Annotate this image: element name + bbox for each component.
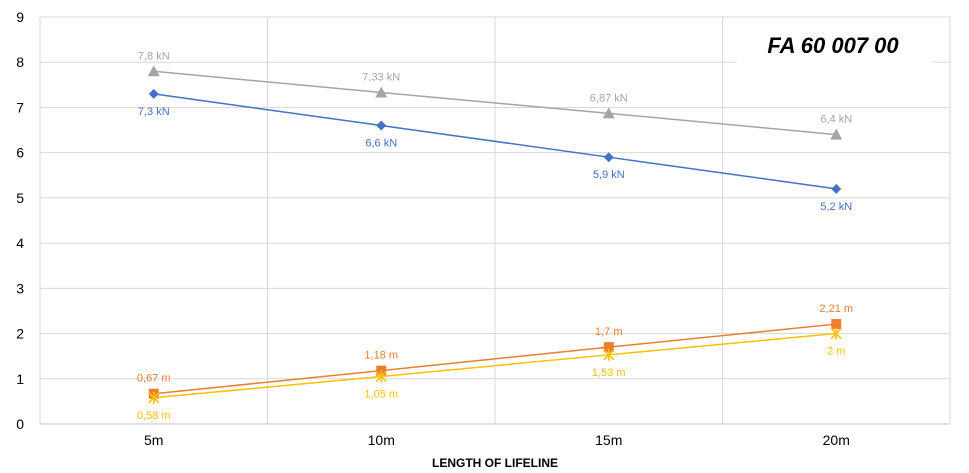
x-axis-title: LENGTH OF LIFELINE [432, 456, 558, 470]
y-tick-label: 3 [16, 280, 24, 296]
y-tick-label: 8 [16, 54, 24, 70]
data-point [375, 86, 388, 98]
data-label: 5,9 kN [593, 169, 625, 181]
data-label: 0,67 m [137, 373, 171, 385]
data-point [148, 391, 160, 404]
data-point [831, 319, 842, 330]
data-label: 7,33 kN [362, 72, 400, 84]
data-label: 6,6 kN [365, 138, 397, 150]
series-line [153, 332, 837, 399]
data-label: 2 m [827, 346, 845, 358]
data-label: 1,53 m [592, 367, 626, 379]
x-tick-label: 15m [595, 432, 622, 448]
series-line [153, 70, 837, 136]
y-tick-label: 4 [16, 235, 24, 251]
y-tick-label: 0 [16, 416, 24, 432]
series-line [153, 93, 837, 190]
axes: 0 1 2 3 4 5 6 7 8 9 5m 10m 15m 20m [16, 9, 950, 448]
data-label: 1,18 m [364, 350, 398, 362]
y-tick-label: 7 [16, 99, 24, 115]
x-tick-label: 20m [823, 432, 850, 448]
gridlines [39, 16, 951, 424]
data-point [376, 120, 387, 131]
data-label: 6,87 kN [590, 92, 628, 104]
chart-title: FA 60 007 00 [767, 33, 899, 58]
data-label: 7,8 kN [138, 50, 170, 62]
data-label: 1,7 m [595, 326, 623, 338]
data-point [375, 370, 387, 383]
series-lines [147, 65, 843, 404]
x-tick-label: 10m [368, 432, 395, 448]
data-label: 7,3 kN [138, 106, 170, 118]
chart-title-box: FA 60 007 00 [737, 20, 933, 66]
data-labels: 7,8 kN 7,33 kN 6,87 kN 6,4 kN 7,3 kN 6,6 kN 5,… [137, 50, 853, 422]
data-point [603, 348, 615, 361]
series-line [153, 323, 837, 395]
data-label: 1,05 m [364, 389, 398, 401]
data-label: 6,4 kN [820, 114, 852, 126]
y-tick-label: 9 [16, 9, 24, 25]
data-point [830, 327, 842, 340]
data-point [830, 128, 843, 140]
data-point [603, 152, 614, 163]
y-tick-label: 1 [16, 371, 24, 387]
y-tick-label: 5 [16, 190, 24, 206]
data-point [603, 342, 614, 353]
y-tick-label: 6 [16, 145, 24, 161]
data-label: 2,21 m [819, 303, 853, 315]
data-point [148, 88, 159, 99]
y-tick-label: 2 [16, 326, 24, 342]
data-point [831, 183, 842, 194]
data-label: 0,58 m [137, 410, 171, 422]
data-point [147, 65, 160, 77]
data-point [602, 107, 615, 119]
data-label: 5,2 kN [820, 201, 852, 213]
x-tick-label: 5m [144, 432, 163, 448]
